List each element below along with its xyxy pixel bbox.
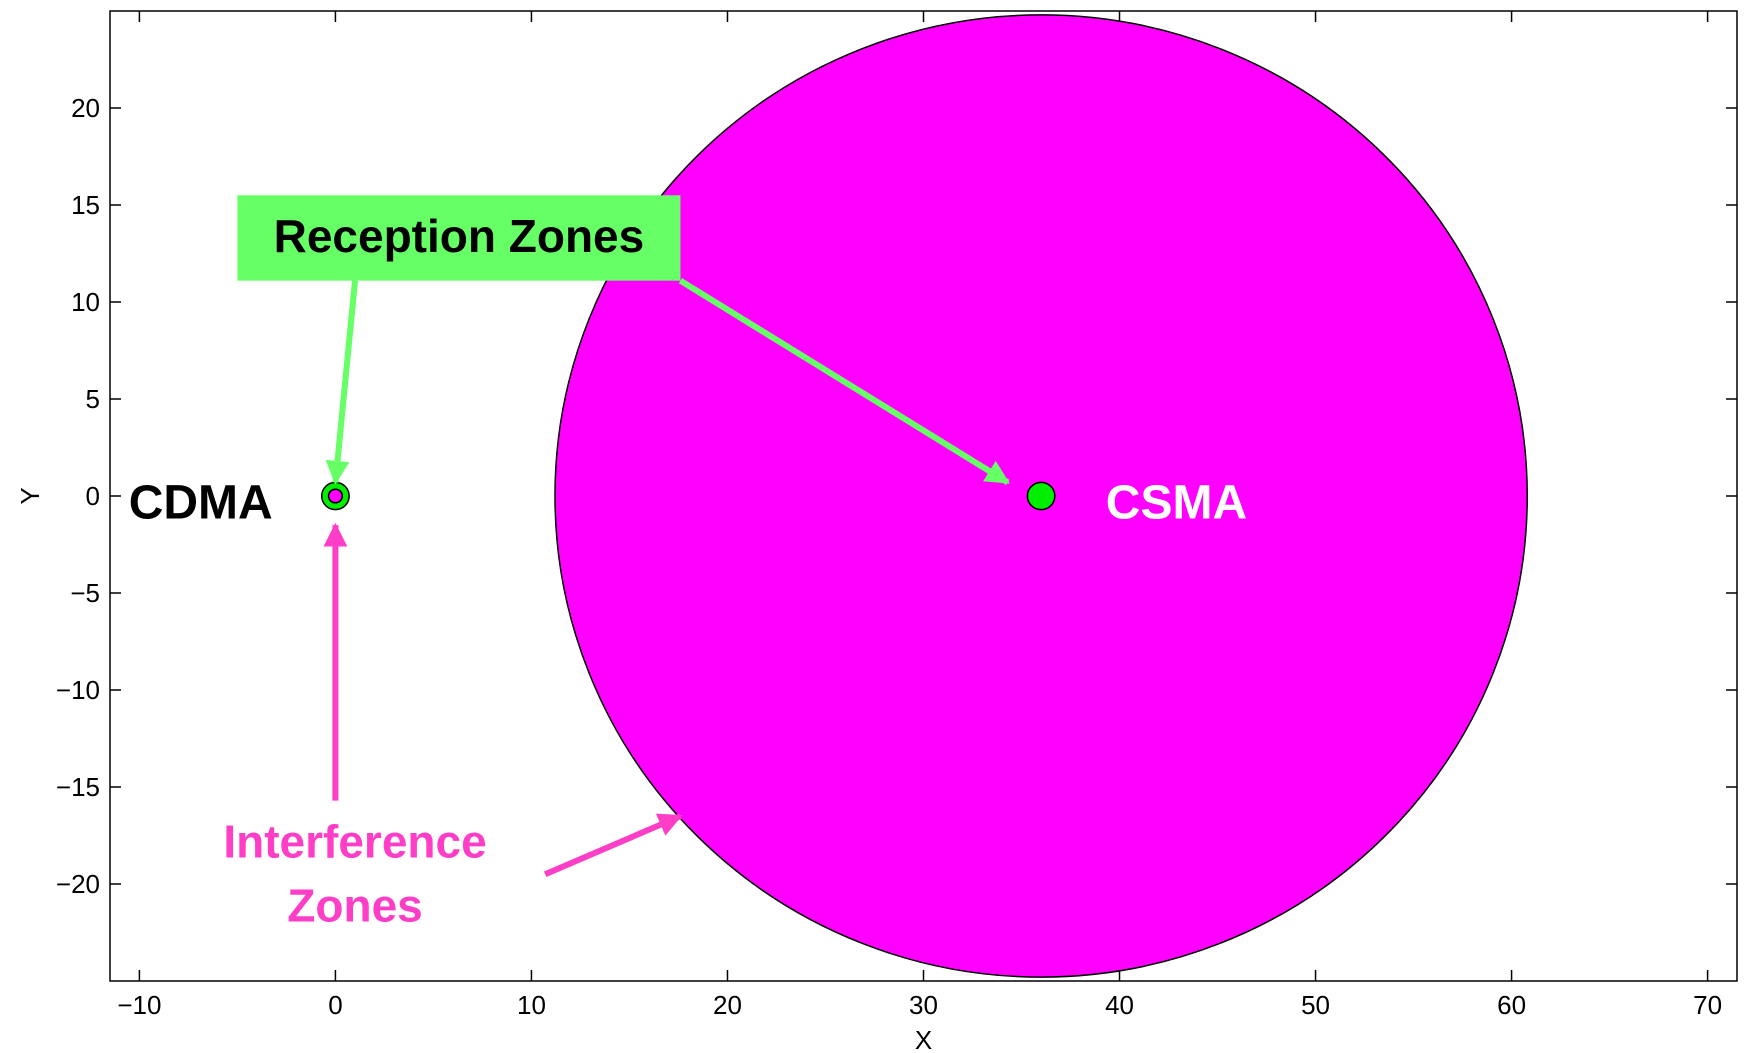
y-tick-label: −5 <box>70 578 100 608</box>
csma-label: CSMA <box>1106 476 1247 529</box>
y-tick-label: 20 <box>71 93 100 123</box>
y-tick-label: −20 <box>56 869 100 899</box>
csma-reception-zone <box>1026 481 1056 511</box>
x-tick-label: 50 <box>1301 990 1330 1020</box>
x-axis-label: X <box>915 1025 932 1053</box>
x-tick-label: 10 <box>517 990 546 1020</box>
x-tick-label: 30 <box>909 990 938 1020</box>
x-tick-label: 0 <box>328 990 342 1020</box>
y-tick-label: 10 <box>71 287 100 317</box>
x-tick-label: 40 <box>1105 990 1134 1020</box>
reception-zones-box <box>237 195 681 281</box>
reception-arrow <box>678 278 1010 485</box>
axes: −10 0 10 20 30 40 50 60 70 −20 −15 −10 −5 0 5 10 15 20 X… <box>15 10 1738 1053</box>
y-tick-label: 5 <box>86 384 100 414</box>
x-tick-label: 70 <box>1693 990 1722 1020</box>
x-ticks: −10 0 10 20 30 40 50 60 70 <box>117 11 1722 1020</box>
interference-zones-label: Zones <box>287 879 422 931</box>
y-axis-label: Y <box>15 487 45 504</box>
x-tick-label: 60 <box>1497 990 1526 1020</box>
cdma-label: CDMA <box>129 476 273 529</box>
zones <box>320 14 1529 978</box>
y-tick-label: −10 <box>56 675 100 705</box>
reception-arrow <box>325 280 359 485</box>
x-tick-label: 20 <box>713 990 742 1020</box>
interference-zones-label: Interference <box>223 815 486 867</box>
interference-arrow <box>543 813 683 878</box>
x-tick-label: −10 <box>117 990 161 1020</box>
cdma-interference-zone <box>327 488 344 504</box>
reception-zones-label: Reception Zones <box>274 210 645 262</box>
y-tick-label: 15 <box>71 190 100 220</box>
y-tick-label: −15 <box>56 772 100 802</box>
y-tick-label: 0 <box>86 481 100 511</box>
annotations: Reception Zones Interference Zones CDMA CSMA <box>129 195 1247 931</box>
y-ticks: −20 −15 −10 −5 0 5 10 15 20 <box>56 93 1737 899</box>
